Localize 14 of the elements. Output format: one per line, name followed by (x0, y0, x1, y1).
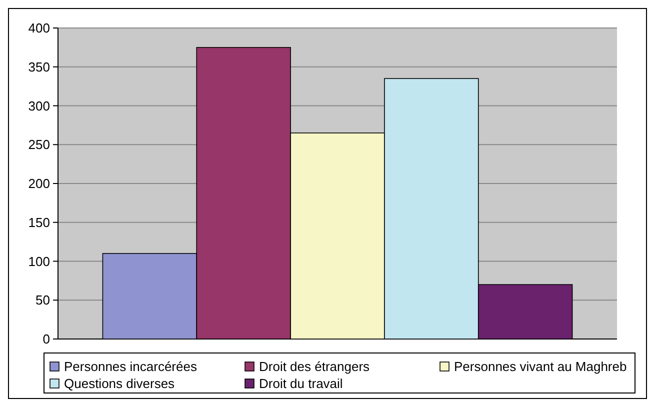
legend-label: Droit du travail (259, 376, 343, 391)
y-tick-label: 150 (28, 214, 50, 230)
y-tick-label: 250 (28, 137, 50, 152)
legend-label: Droit des étrangers (259, 359, 370, 374)
legend-label: Questions diverses (64, 376, 176, 391)
legend-label: Personnes incarcérées (64, 359, 198, 374)
y-tick-label: 50 (36, 292, 50, 308)
y-tick-label: 400 (28, 20, 50, 36)
y-tick-label: 300 (28, 98, 50, 114)
y-tick-label: 200 (28, 176, 50, 192)
y-tick-label: 0 (42, 332, 50, 347)
y-tick-label: 100 (28, 254, 50, 269)
y-tick-label: 350 (28, 59, 50, 74)
legend-label: Personnes vivant au Maghreb (454, 359, 627, 374)
